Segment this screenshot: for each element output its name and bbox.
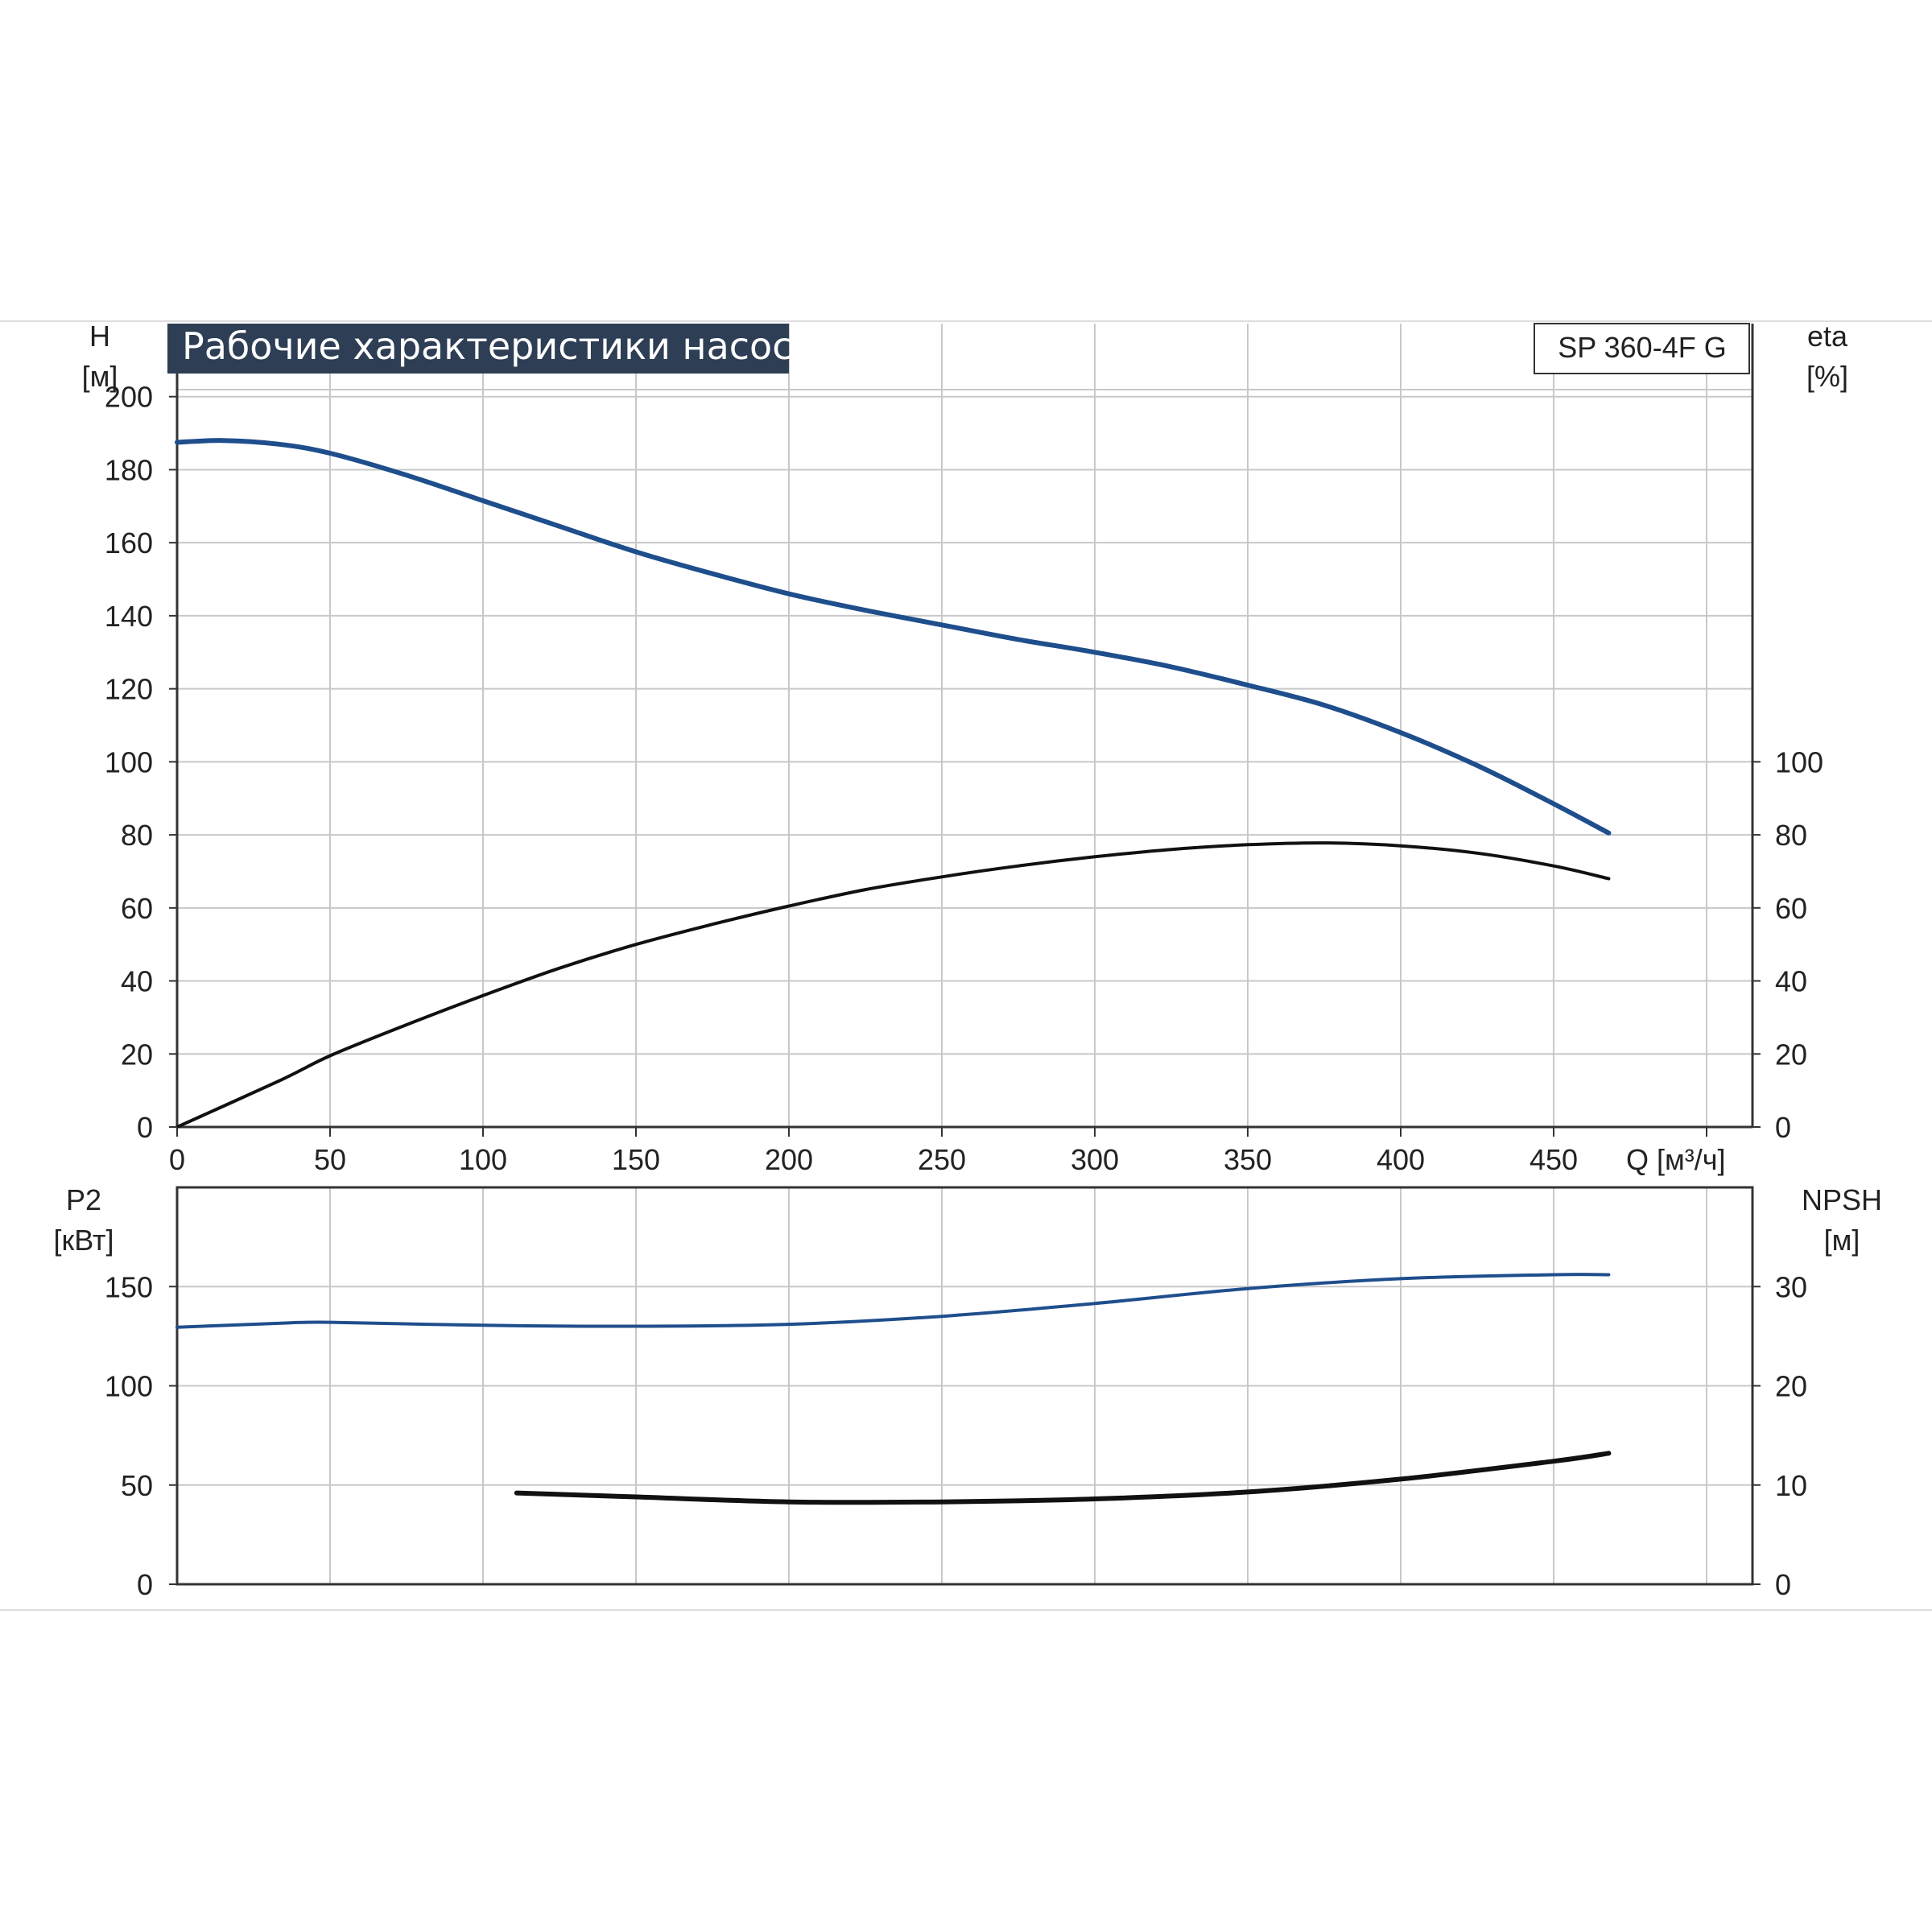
y-right-tick-label: 100 xyxy=(1775,745,1823,778)
npsh-tick-label: 10 xyxy=(1775,1469,1807,1502)
npsh-tick-label: 20 xyxy=(1775,1370,1807,1403)
x-tick-label: 350 xyxy=(1224,1143,1272,1176)
y-left-tick-label: 200 xyxy=(105,381,153,414)
y-right-tick-label: 60 xyxy=(1775,892,1807,925)
y-right-label-bottom: NPSH xyxy=(1802,1183,1882,1216)
y-left-tick-label: 100 xyxy=(105,745,153,778)
y-right-tick-label: 20 xyxy=(1775,1038,1807,1071)
chart-title: Рабочие характеристики насоса xyxy=(182,324,815,368)
efficiency-curve xyxy=(175,841,1611,1129)
x-tick-label: 100 xyxy=(459,1143,507,1176)
model-label-box xyxy=(1534,323,1750,374)
y-left-tick-label: 140 xyxy=(105,600,153,633)
bottom-grid xyxy=(177,1187,1752,1584)
y-left-tick-label: 80 xyxy=(121,819,153,852)
p2-tick-label: 50 xyxy=(121,1469,153,1502)
x-tick-label: 450 xyxy=(1530,1143,1578,1176)
npsh-tick-label: 0 xyxy=(1775,1568,1791,1601)
top-grid xyxy=(177,324,1752,1127)
npsh-curve xyxy=(514,1451,1612,1505)
x-tick-label: 400 xyxy=(1377,1143,1425,1176)
x-axis-label: Q [м³/ч] xyxy=(1626,1143,1726,1176)
p2-tick-label: 0 xyxy=(137,1568,153,1601)
p2-tick-label: 100 xyxy=(105,1370,153,1403)
top-curves xyxy=(175,438,1612,1129)
x-tick-label: 250 xyxy=(918,1143,966,1176)
y-left-tick-label: 160 xyxy=(105,526,153,559)
x-tick-label: 200 xyxy=(765,1143,813,1176)
y-right-unit-bottom: [м] xyxy=(1824,1224,1860,1257)
top-axes xyxy=(175,324,1754,1129)
y-left-tick-label: 0 xyxy=(137,1111,153,1144)
bottom-tick-labels: 0 50 100 150 0 10 20 30 xyxy=(105,1270,1807,1601)
x-tick-label: 150 xyxy=(612,1143,660,1176)
y-right-label-top: eta xyxy=(1807,320,1848,353)
p2-tick-label: 150 xyxy=(105,1270,153,1303)
power-curve xyxy=(175,1273,1611,1329)
y-left-unit-bottom: [кВт] xyxy=(53,1224,114,1257)
y-left-tick-label: 180 xyxy=(105,453,153,486)
head-curve xyxy=(175,438,1612,836)
model-label: SP 360-4F G xyxy=(1558,331,1726,364)
y-right-tick-label: 0 xyxy=(1775,1111,1791,1144)
top-tick-labels: 0 20 40 60 80 100 120 140 160 180 200 0 20 40 60 80 100 0… xyxy=(105,381,1823,1176)
y-left-unit-top: [м] xyxy=(82,360,118,393)
frame-lines xyxy=(0,320,1932,1611)
y-right-unit-top: [%] xyxy=(1806,360,1848,393)
y-left-label-bottom: P2 xyxy=(66,1183,101,1216)
title-badge xyxy=(167,324,789,374)
y-left-label-top: H xyxy=(89,320,110,353)
y-left-tick-label: 120 xyxy=(105,673,153,706)
y-left-tick-label: 60 xyxy=(121,892,153,925)
y-left-tick-label: 40 xyxy=(121,965,153,998)
y-right-tick-label: 80 xyxy=(1775,819,1807,852)
x-tick-label: 50 xyxy=(314,1143,346,1176)
x-tick-label: 0 xyxy=(169,1143,185,1176)
y-right-tick-label: 40 xyxy=(1775,965,1807,998)
npsh-tick-label: 30 xyxy=(1775,1270,1807,1303)
x-tick-label: 300 xyxy=(1071,1143,1119,1176)
y-left-tick-label: 20 xyxy=(121,1038,153,1071)
bottom-curves xyxy=(175,1273,1612,1505)
